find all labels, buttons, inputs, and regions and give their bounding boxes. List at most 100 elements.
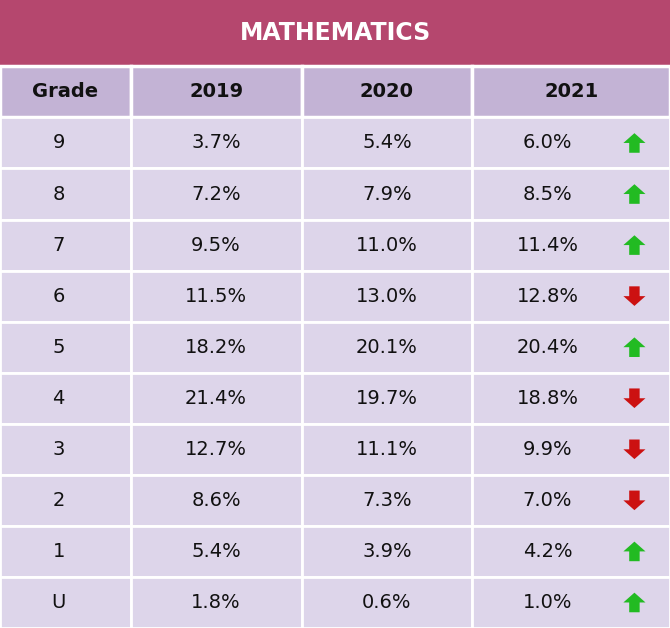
Bar bbox=[302, 322, 472, 373]
Text: 12.8%: 12.8% bbox=[517, 286, 578, 306]
Text: 6.0%: 6.0% bbox=[523, 134, 572, 153]
Bar bbox=[0, 220, 131, 271]
Bar bbox=[0, 322, 131, 373]
Text: 2021: 2021 bbox=[544, 82, 598, 101]
Bar bbox=[0, 0, 670, 66]
Text: 21.4%: 21.4% bbox=[185, 389, 247, 408]
Bar bbox=[302, 373, 472, 424]
Bar bbox=[302, 424, 472, 475]
Polygon shape bbox=[623, 389, 645, 408]
Text: 1: 1 bbox=[52, 542, 65, 561]
Text: 1.0%: 1.0% bbox=[523, 593, 572, 612]
Bar bbox=[302, 475, 472, 526]
Bar bbox=[472, 220, 670, 271]
Bar bbox=[0, 526, 131, 577]
Bar bbox=[302, 168, 472, 220]
Bar bbox=[0, 373, 131, 424]
Text: 20.1%: 20.1% bbox=[356, 338, 418, 357]
Bar bbox=[131, 373, 302, 424]
Bar bbox=[472, 271, 670, 322]
Text: 1.8%: 1.8% bbox=[191, 593, 241, 612]
Text: 2019: 2019 bbox=[189, 82, 243, 101]
Polygon shape bbox=[623, 236, 645, 255]
Bar bbox=[472, 117, 670, 168]
Text: 11.4%: 11.4% bbox=[517, 236, 578, 254]
Bar bbox=[131, 322, 302, 373]
Bar bbox=[302, 66, 472, 117]
Text: 4.2%: 4.2% bbox=[523, 542, 572, 561]
Polygon shape bbox=[623, 490, 645, 510]
Text: 7: 7 bbox=[52, 236, 65, 254]
Polygon shape bbox=[623, 541, 645, 561]
Text: 9: 9 bbox=[52, 134, 65, 153]
Bar bbox=[302, 526, 472, 577]
Bar bbox=[302, 220, 472, 271]
Bar bbox=[131, 168, 302, 220]
Bar bbox=[472, 373, 670, 424]
Bar bbox=[472, 168, 670, 220]
Text: 0.6%: 0.6% bbox=[362, 593, 411, 612]
Bar bbox=[131, 526, 302, 577]
Bar bbox=[472, 475, 670, 526]
Text: 8.5%: 8.5% bbox=[523, 185, 572, 203]
Text: MATHEMATICS: MATHEMATICS bbox=[239, 21, 431, 45]
Text: 2020: 2020 bbox=[360, 82, 414, 101]
Polygon shape bbox=[623, 337, 645, 357]
Text: 18.8%: 18.8% bbox=[517, 389, 578, 408]
Bar bbox=[131, 66, 302, 117]
Text: 5: 5 bbox=[52, 338, 65, 357]
Text: 6: 6 bbox=[52, 286, 65, 306]
Bar bbox=[0, 66, 131, 117]
Text: 8.6%: 8.6% bbox=[191, 491, 241, 510]
Text: 9.9%: 9.9% bbox=[523, 440, 572, 459]
Bar bbox=[131, 577, 302, 628]
Bar bbox=[131, 424, 302, 475]
Bar bbox=[0, 424, 131, 475]
Text: 5.4%: 5.4% bbox=[191, 542, 241, 561]
Text: 2: 2 bbox=[52, 491, 65, 510]
Bar bbox=[0, 168, 131, 220]
Text: 3: 3 bbox=[52, 440, 65, 459]
Text: 13.0%: 13.0% bbox=[356, 286, 418, 306]
Text: 8: 8 bbox=[52, 185, 65, 203]
Text: U: U bbox=[52, 593, 66, 612]
Bar bbox=[302, 117, 472, 168]
Bar bbox=[0, 577, 131, 628]
Polygon shape bbox=[623, 286, 645, 306]
Text: 7.3%: 7.3% bbox=[362, 491, 412, 510]
Bar bbox=[131, 220, 302, 271]
Text: 19.7%: 19.7% bbox=[356, 389, 418, 408]
Text: 20.4%: 20.4% bbox=[517, 338, 578, 357]
Polygon shape bbox=[623, 184, 645, 204]
Text: 12.7%: 12.7% bbox=[185, 440, 247, 459]
Bar bbox=[0, 117, 131, 168]
Text: 5.4%: 5.4% bbox=[362, 134, 412, 153]
Bar bbox=[302, 271, 472, 322]
Polygon shape bbox=[623, 440, 645, 459]
Bar bbox=[472, 424, 670, 475]
Text: 11.0%: 11.0% bbox=[356, 236, 418, 254]
Text: Grade: Grade bbox=[32, 82, 98, 101]
Text: 3.7%: 3.7% bbox=[191, 134, 241, 153]
Polygon shape bbox=[623, 593, 645, 612]
Bar bbox=[0, 475, 131, 526]
Bar bbox=[472, 322, 670, 373]
Polygon shape bbox=[623, 133, 645, 153]
Text: 3.9%: 3.9% bbox=[362, 542, 412, 561]
Bar bbox=[0, 271, 131, 322]
Bar bbox=[131, 475, 302, 526]
Bar bbox=[472, 526, 670, 577]
Text: 18.2%: 18.2% bbox=[185, 338, 247, 357]
Text: 7.2%: 7.2% bbox=[191, 185, 241, 203]
Text: 4: 4 bbox=[52, 389, 65, 408]
Bar bbox=[131, 271, 302, 322]
Text: 7.9%: 7.9% bbox=[362, 185, 412, 203]
Text: 11.5%: 11.5% bbox=[185, 286, 247, 306]
Text: 9.5%: 9.5% bbox=[191, 236, 241, 254]
Bar bbox=[131, 117, 302, 168]
Bar bbox=[472, 577, 670, 628]
Text: 7.0%: 7.0% bbox=[523, 491, 572, 510]
Bar bbox=[472, 66, 670, 117]
Text: 11.1%: 11.1% bbox=[356, 440, 418, 459]
Bar bbox=[302, 577, 472, 628]
